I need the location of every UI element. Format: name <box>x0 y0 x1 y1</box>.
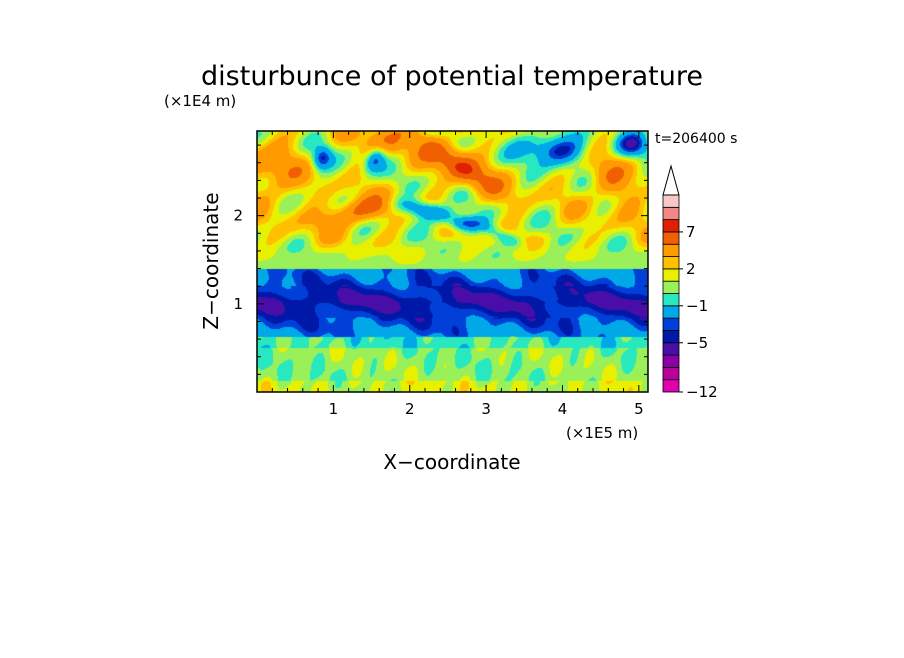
contour-image <box>257 131 648 392</box>
colorbar-extend-arrow <box>662 164 680 196</box>
y-axis-label: Z−coordinate <box>199 192 223 329</box>
colorbar-box <box>662 366 680 381</box>
x-tick-label: 5 <box>634 400 644 418</box>
colorbar-tick-label: 2 <box>686 260 696 278</box>
x-tick-label: 4 <box>558 400 568 418</box>
y-tick-label: 1 <box>233 295 243 313</box>
colorbar-box <box>662 379 680 393</box>
colorbar-box <box>662 268 680 282</box>
y-tick-label: 2 <box>233 207 243 225</box>
time-label: t=206400 s <box>655 131 737 147</box>
x-unit-label: (×1E5 m) <box>566 424 638 442</box>
plot-frame <box>256 130 649 393</box>
x-tick-label: 2 <box>405 400 415 418</box>
colorbar-box <box>662 280 680 294</box>
colorbar-box <box>662 194 680 208</box>
colorbar: −12−5−127 <box>662 164 718 401</box>
colorbar-box <box>662 305 680 319</box>
x-axis-label: X−coordinate <box>383 450 520 474</box>
colorbar-box <box>662 231 680 245</box>
colorbar-tick-label: −1 <box>686 297 708 315</box>
colorbar-box <box>662 219 680 233</box>
colorbar-box <box>662 354 680 368</box>
chart-title: disturbunce of potential temperature <box>201 61 703 92</box>
contour-field <box>257 131 648 392</box>
y-unit-label: (×1E4 m) <box>164 92 236 110</box>
colorbar-tick-label: 7 <box>686 223 696 241</box>
colorbar-tick-label: −12 <box>686 383 718 401</box>
colorbar-box <box>662 256 680 270</box>
x-tick-label: 3 <box>481 400 491 418</box>
colorbar-box <box>662 206 680 221</box>
x-tick-label: 1 <box>329 400 339 418</box>
colorbar-box <box>662 342 680 356</box>
colorbar-box <box>662 293 680 307</box>
colorbar-box <box>662 330 680 344</box>
colorbar-box <box>662 317 680 331</box>
colorbar-box <box>662 243 680 257</box>
colorbar-tick-label: −5 <box>686 334 708 352</box>
